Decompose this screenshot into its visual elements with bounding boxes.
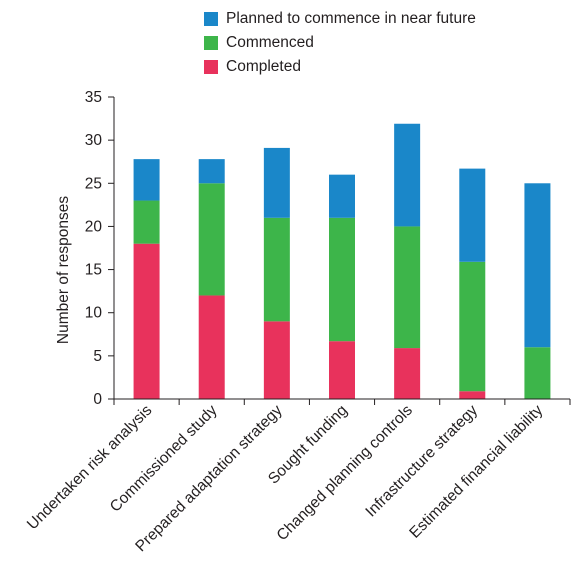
bar-segment-planned [329, 174, 355, 218]
x-tick-label: Undertaken risk analysis [24, 402, 156, 534]
y-axis-title: Number of responses [55, 196, 72, 344]
legend-swatch-completed [204, 60, 218, 74]
bar-segment-completed [198, 295, 225, 399]
bar-segment-completed [329, 341, 355, 399]
y-tick-label: 0 [93, 391, 102, 408]
y-ticks-group: 0 5 10 15 20 25 30 35 [85, 89, 114, 408]
legend-item-commenced: Commenced [204, 31, 476, 55]
axes-group [113, 97, 570, 400]
y-tick-label: 15 [85, 262, 102, 279]
chart-legend: Planned to commence in near future Comme… [204, 7, 476, 79]
x-tick-label: Commissioned study [107, 402, 221, 516]
y-tick-label: 20 [85, 218, 103, 235]
legend-label-commenced: Commenced [226, 34, 314, 51]
bar-segment-planned [263, 147, 290, 218]
legend-item-planned: Planned to commence in near future [204, 7, 476, 31]
y-tick-label: 30 [85, 132, 103, 149]
y-tick-label: 25 [85, 175, 102, 192]
x-tick-label: Infrastructure strategy [362, 402, 481, 521]
bar-segment-completed [459, 391, 486, 399]
x-tick-label: Estimated financial liability [406, 402, 546, 542]
bar-segment-commenced [459, 261, 486, 392]
bar-segment-commenced [524, 347, 551, 399]
legend-label-planned: Planned to commence in near future [226, 10, 476, 27]
x-tick-label: Changed planning controls [274, 402, 417, 545]
legend-swatch-planned [204, 12, 218, 26]
y-tick-label: 10 [85, 305, 103, 322]
bar-segment-completed [263, 321, 290, 399]
y-tick-label: 5 [93, 348, 102, 365]
bar-segment-completed [394, 348, 421, 399]
bars-group [133, 123, 551, 399]
bar-segment-planned [524, 183, 551, 348]
bar-segment-planned [133, 159, 160, 201]
bar-segment-commenced [263, 217, 290, 322]
bar-segment-planned [394, 123, 421, 227]
bar-segment-planned [198, 159, 225, 184]
bar-segment-planned [459, 168, 486, 262]
bar-segment-commenced [394, 226, 421, 349]
bar-segment-commenced [329, 217, 355, 342]
legend-item-completed: Completed [204, 55, 476, 79]
legend-swatch-commenced [204, 36, 218, 50]
bar-segment-commenced [198, 183, 225, 296]
bar-segment-completed [133, 243, 160, 399]
legend-label-completed: Completed [226, 58, 301, 75]
y-tick-label: 35 [85, 89, 102, 106]
bar-segment-commenced [133, 200, 160, 244]
